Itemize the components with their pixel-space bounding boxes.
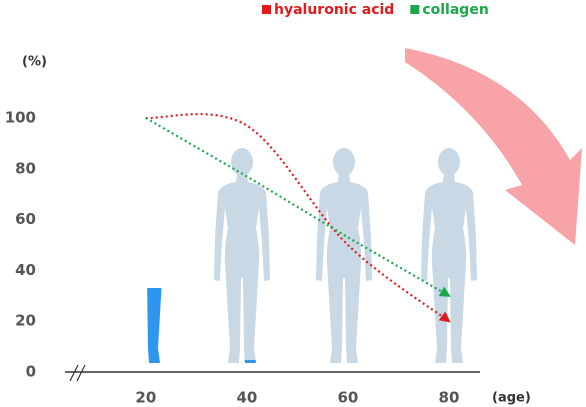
x-tick-label: 80 <box>439 389 460 407</box>
y-tick-label: 80 <box>15 159 36 177</box>
legend-swatch <box>410 5 420 14</box>
x-tick-label: 60 <box>337 389 358 407</box>
x-axis-label: (age) <box>492 391 531 406</box>
legend-swatch <box>262 5 271 14</box>
trend-arrow <box>405 48 582 245</box>
y-tick-label: 40 <box>15 261 36 279</box>
x-tick-label: 20 <box>135 389 156 407</box>
legend: hyaluronic acid collagen <box>262 2 489 18</box>
y-tick-label: 100 <box>5 109 36 127</box>
y-tick-label: 0 <box>26 363 36 381</box>
series-line <box>145 113 451 323</box>
legend-label: collagen <box>422 2 488 18</box>
y-tick-label: 20 <box>15 312 36 330</box>
y-axis-label: (%) <box>22 55 47 70</box>
legend-label: hyaluronic acid <box>274 2 394 18</box>
y-tick-label: 60 <box>15 210 36 228</box>
figures <box>118 148 477 363</box>
x-tick-label: 40 <box>236 389 257 407</box>
series-line <box>145 117 451 297</box>
axis-break <box>69 364 86 382</box>
